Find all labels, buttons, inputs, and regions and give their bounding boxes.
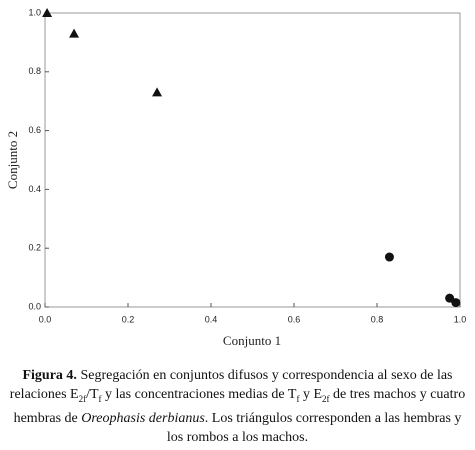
caption-text: 2f <box>78 393 87 404</box>
y-tick-label: 0.4 <box>28 184 41 194</box>
x-tick-label: 0.4 <box>205 314 218 324</box>
caption-text: de tres machos y cuatro hembras de <box>13 387 466 426</box>
y-tick-label: 0.8 <box>28 66 41 76</box>
caption-text: /T <box>86 387 99 402</box>
caption-text: f <box>296 393 300 404</box>
triangle-point <box>42 8 53 17</box>
x-tick-label: 1.0 <box>454 314 467 324</box>
triangle-point <box>152 87 163 97</box>
y-tick-label: 1.0 <box>28 7 41 17</box>
plot-frame <box>44 12 461 308</box>
figure-caption: Figura 4. Segregación en conjuntos difus… <box>8 366 467 447</box>
y-tick-label: 0.2 <box>28 243 41 253</box>
caption-text: 2f <box>322 393 330 404</box>
x-tick-label: 0.0 <box>39 314 52 324</box>
triangle-point <box>69 28 80 38</box>
caption-text: y E <box>299 387 323 402</box>
caption-text: . Los triángulos corresponden a las hemb… <box>166 410 462 445</box>
caption-text: f <box>98 393 102 404</box>
circle-point <box>451 298 461 308</box>
caption-text: Segregación en conjuntos difusos y corre… <box>9 368 453 402</box>
y-tick-label: 0.6 <box>28 125 41 135</box>
x-tick-label: 0.2 <box>122 314 135 324</box>
x-tick-label: 0.8 <box>371 314 384 324</box>
x-tick-label: 0.6 <box>288 314 301 324</box>
caption-label: Figura 4. <box>22 368 77 383</box>
caption-text: y las concentraciones medias de T <box>101 387 297 402</box>
circle-point <box>384 252 394 262</box>
y-axis-title: Conjunto 2 <box>5 131 20 189</box>
x-axis-title: Conjunto 1 <box>223 333 281 348</box>
y-tick-label: 0.0 <box>28 301 41 311</box>
circle-point <box>445 293 455 303</box>
caption-text: Oreophasis derbianus <box>81 410 205 426</box>
chart: Conjunto 1 Conjunto 2 0.0 0.2 0.4 0.6 0.8 1.0… <box>5 7 467 348</box>
